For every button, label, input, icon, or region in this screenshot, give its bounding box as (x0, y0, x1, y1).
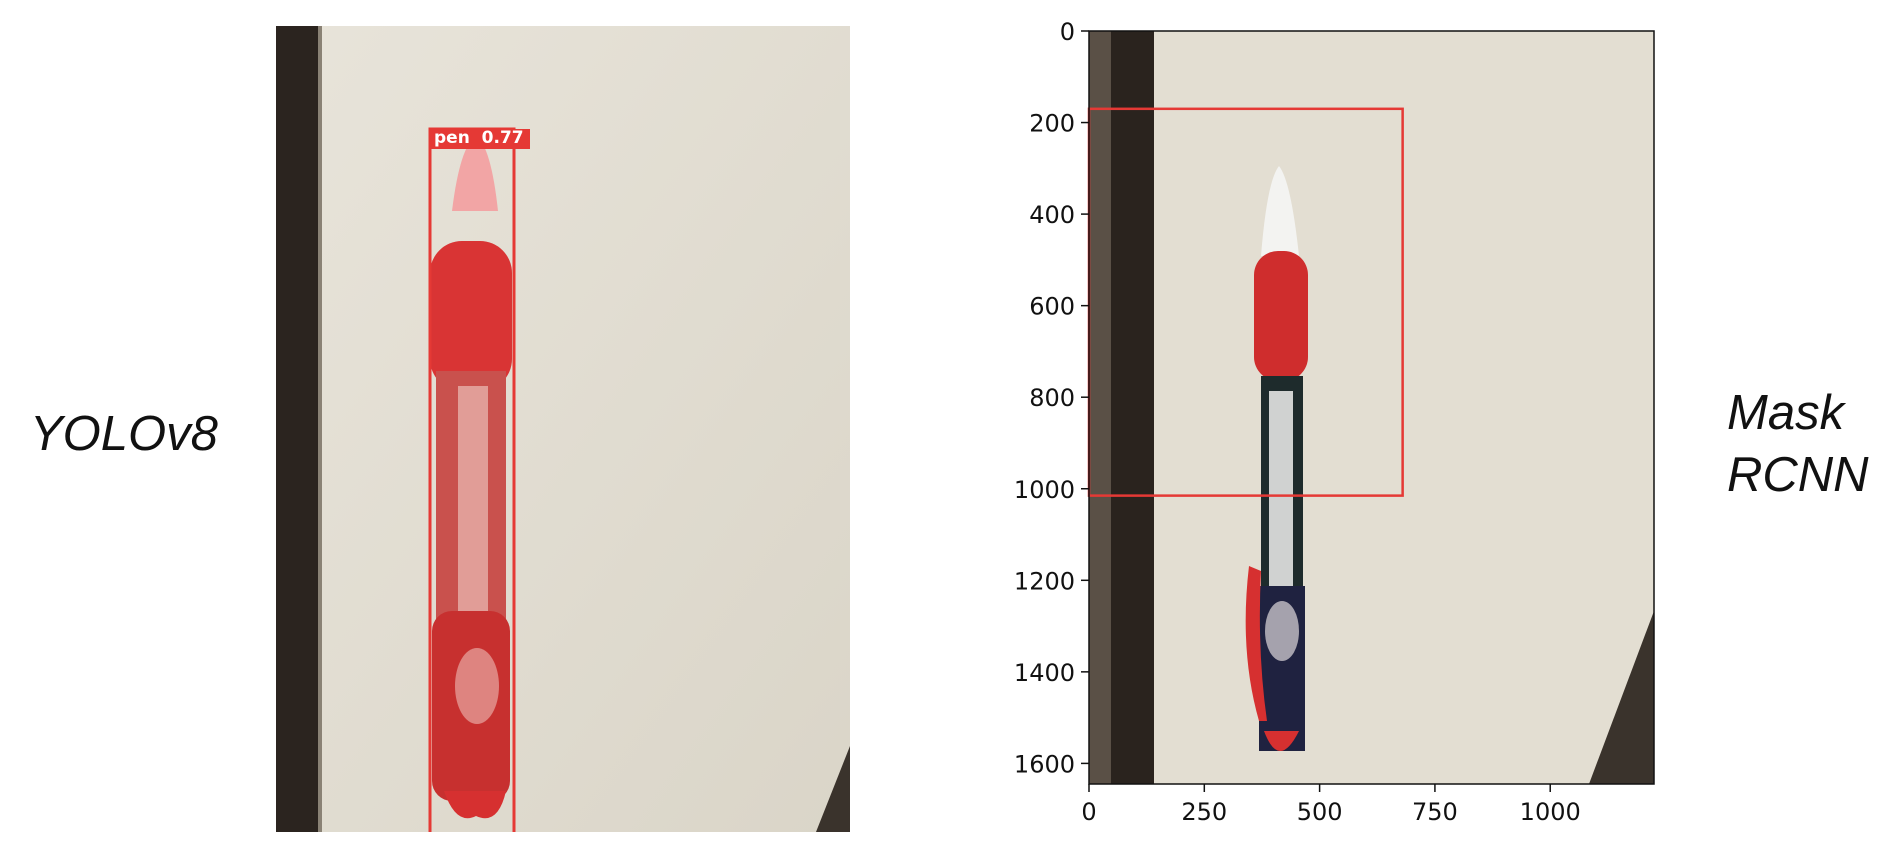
y-tick-label: 200 (1029, 110, 1075, 138)
pen-object-rcnn (1245, 166, 1308, 751)
yolov8-label-bg (430, 129, 530, 149)
y-tick-label: 800 (1029, 384, 1075, 412)
y-tick-label: 0 (1060, 18, 1075, 46)
y-tick-label: 600 (1029, 293, 1075, 321)
y-tick-label: 400 (1029, 201, 1075, 229)
y-tick-label: 1600 (1014, 750, 1075, 778)
x-tick-label: 500 (1297, 798, 1343, 826)
detection-confidence: 0.77 (481, 128, 524, 148)
mask-rcnn-result-image (1089, 31, 1654, 784)
mask-rcnn-label-line2: RCNN (1727, 448, 1869, 502)
yolov8-detection-badge: pen 0.77 (430, 129, 528, 148)
mask-rcnn-label: Mask RCNN (1727, 382, 1869, 506)
y-tick-label: 1400 (1014, 659, 1075, 687)
x-tick-label: 750 (1412, 798, 1458, 826)
mask-rcnn-bounding-box (1087, 107, 1404, 497)
x-tick-label: 0 (1081, 798, 1096, 826)
detection-class: pen (434, 128, 470, 148)
axes-frame (1088, 30, 1655, 785)
x-tick-label: 1000 (1520, 798, 1581, 826)
x-tick-label: 250 (1181, 798, 1227, 826)
yolov8-result-image: pen 0.77 (276, 26, 850, 832)
y-tick-label: 1200 (1014, 567, 1075, 595)
mask-rcnn-photo (1089, 31, 1654, 784)
yolov8-photo (276, 26, 850, 832)
y-tick-label: 1000 (1014, 476, 1075, 504)
pen-object (430, 136, 512, 819)
yolov8-label: YOLOv8 (30, 407, 218, 461)
mask-rcnn-label-line1: Mask (1727, 386, 1845, 440)
